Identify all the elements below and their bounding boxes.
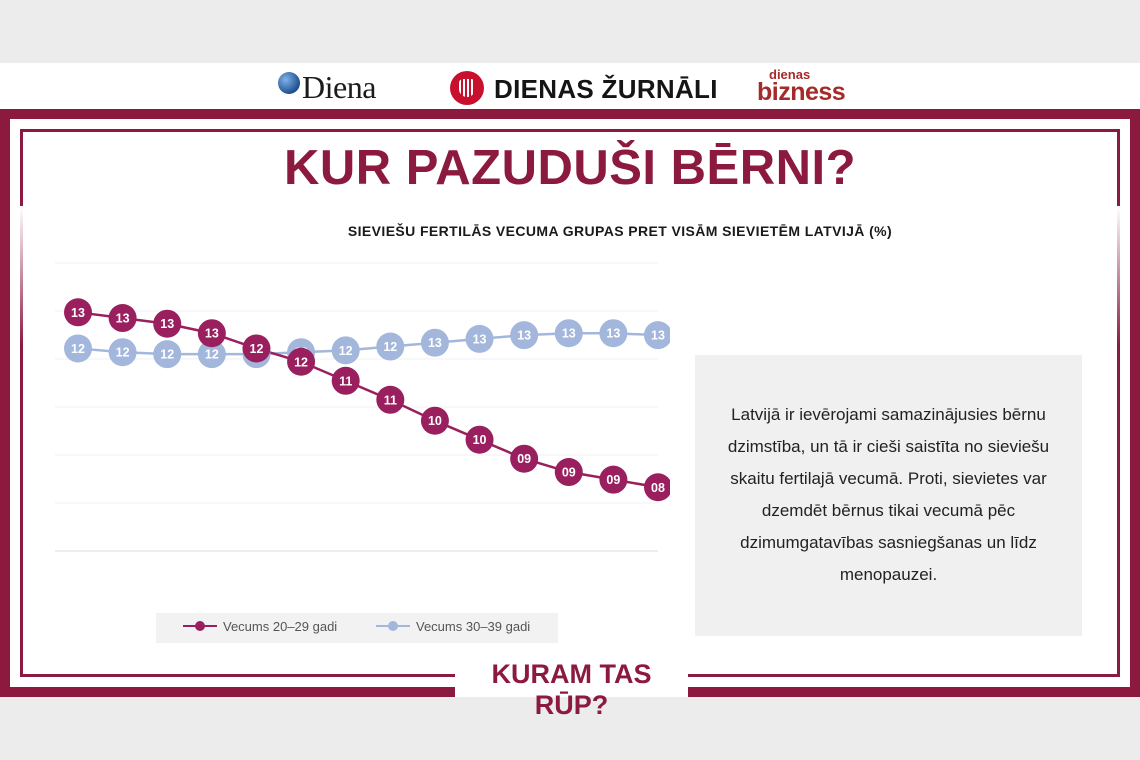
data-point [465,425,494,454]
data-point [242,334,271,363]
data-label: 09 [517,452,531,466]
data-label: 12 [205,348,219,362]
data-label: 09 [562,466,576,480]
data-label: 08 [651,481,665,495]
data-label: 12 [116,346,130,360]
page-title: KUR PAZUDUŠI BĒRNI? [283,141,857,195]
data-point [644,321,670,350]
data-point [644,473,670,502]
infographic-card: Diena DIENAS ŽURNĀLI dienas bizness KUR P… [0,63,1140,720]
data-point [153,340,182,369]
data-point [331,336,360,365]
logo-bar: Diena DIENAS ŽURNĀLI dienas bizness [0,63,1140,109]
data-label: 13 [71,306,85,320]
data-label: 10 [473,433,487,447]
data-point [510,444,539,473]
data-label: 10 [428,414,442,428]
data-label: 12 [71,342,85,356]
footer-tab [455,652,688,697]
data-point [554,319,583,348]
data-point [64,298,92,327]
chart-subtitle: SIEVIEŠU FERTILĀS VECUMA GRUPAS PRET VIS… [347,223,893,239]
globe-icon [278,72,300,94]
footer-caption[interactable]: KURAM TAS RŪP? [491,659,652,720]
line-chart: 2010201120122013201420152016201720182019… [55,262,670,552]
legend-swatch-series-1 [183,621,217,631]
data-label: 12 [250,342,264,356]
data-label: 13 [473,332,487,346]
data-label: 13 [606,327,620,341]
data-point [420,406,449,435]
data-label: 13 [562,327,576,341]
data-point [465,324,494,353]
dienas-zurnali-logo[interactable]: DIENAS ŽURNĀLI [450,71,718,105]
data-label: 13 [651,329,665,343]
frame-fade-left [19,206,26,346]
data-label: 13 [205,327,219,341]
data-point [599,465,628,494]
info-note: Latvijā ir ievērojami samazinājusies bēr… [695,355,1082,636]
legend-item-series-2: Vecums 30–39 gadi [376,619,530,634]
legend [156,613,558,643]
data-point [108,304,137,333]
legend-item-series-1: Vecums 20–29 gadi [183,619,337,634]
data-point [376,385,405,414]
data-point [153,309,182,338]
data-label: 13 [116,312,130,326]
data-label: 11 [339,374,352,388]
diena-logo[interactable]: Diena [278,69,376,106]
data-label: 13 [160,317,174,331]
frame-fade-right [1114,206,1121,346]
legend-swatch-series-2 [376,621,410,631]
data-point [554,458,583,487]
zurnali-mark-icon [450,71,484,105]
data-point [331,366,360,395]
data-label: 09 [606,473,620,487]
data-point [64,334,92,363]
data-label: 11 [384,393,397,407]
data-point [599,319,628,348]
data-label: 12 [160,348,174,362]
data-label: 13 [428,336,442,350]
data-point [108,338,137,367]
data-point [420,328,449,357]
dienas-bizness-logo[interactable]: dienas bizness [757,67,846,106]
data-point [197,340,226,369]
data-label: 12 [383,340,397,354]
data-label: 12 [294,355,308,369]
data-label: 13 [517,329,531,343]
data-point [376,332,405,361]
data-label: 12 [339,344,353,358]
data-point [510,321,539,350]
data-point [197,319,226,348]
data-point [287,347,316,376]
